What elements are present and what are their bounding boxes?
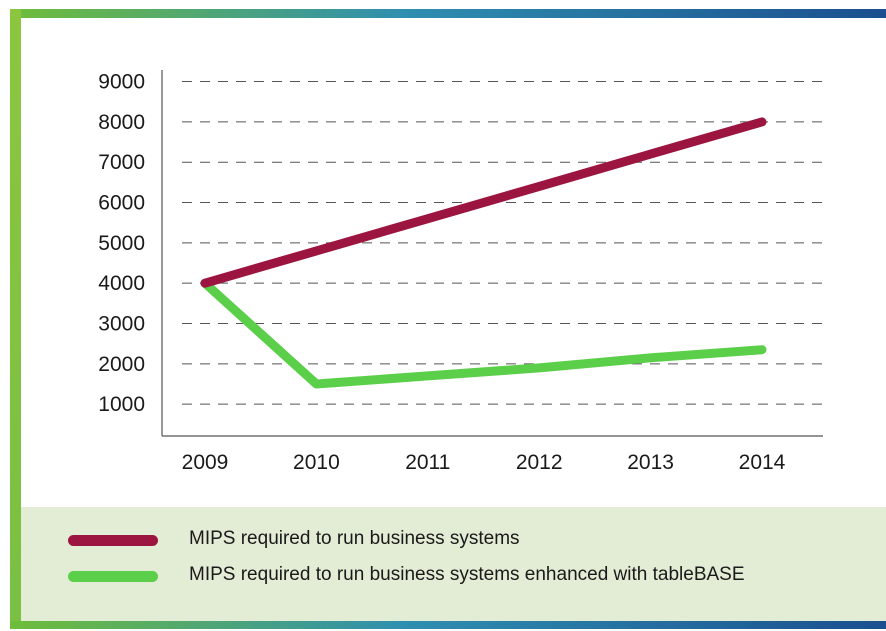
y-axis-ticks: 1000 2000 3000 4000 5000 6000 7000 8000 9000 [98,71,145,417]
series-line-1 [200,278,767,389]
legend-panel [21,507,886,621]
y-tick-label: 5000 [98,232,145,255]
x-tick-label: 2009 [182,451,229,474]
y-tick-label: 3000 [98,313,145,336]
y-tick-label: 2000 [98,353,145,376]
x-tick-label: 2011 [405,451,450,474]
x-axis-ticks: 2009 2010 2011 2012 2013 2014 [182,451,786,474]
y-tick-label: 9000 [98,71,145,94]
y-tick-label: 6000 [98,192,145,215]
legend-swatch-1 [68,571,158,582]
bottom-accent-bar [10,621,886,629]
legend-label-1: MIPS required to run business systems en… [189,564,745,585]
top-accent-bar [10,9,886,18]
series-line-0 [200,117,767,288]
axes [161,70,823,437]
y-tick-label: 1000 [98,393,145,416]
series-lines [200,117,767,389]
x-tick-label: 2012 [516,451,563,474]
y-tick-label: 7000 [98,151,145,174]
legend-swatch-0 [68,535,158,546]
x-tick-label: 2010 [293,451,340,474]
legend-label-0: MIPS required to run business systems [189,528,520,549]
left-accent-bar [10,9,21,621]
x-tick-label: 2013 [627,451,674,474]
x-tick-label: 2014 [739,451,786,474]
y-tick-label: 8000 [98,111,145,134]
y-tick-label: 4000 [98,272,145,295]
